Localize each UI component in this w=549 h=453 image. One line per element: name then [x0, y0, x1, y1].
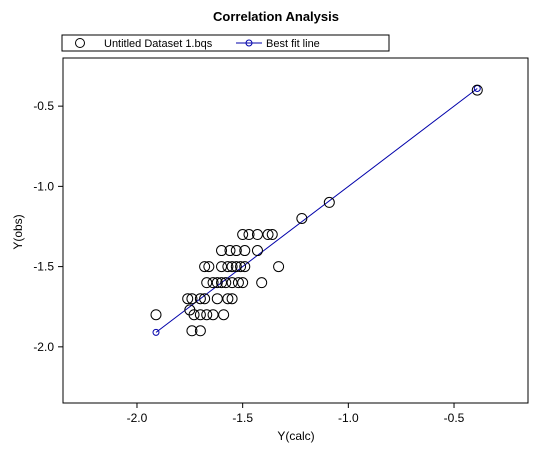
data-point: [207, 277, 219, 289]
y-tick-label: -1.5: [33, 260, 54, 274]
data-point: [239, 261, 251, 273]
data-point: [256, 277, 268, 289]
plot-area: [62, 57, 529, 404]
data-point: [218, 309, 230, 321]
legend: Untitled Dataset 1.bqs Best fit line: [61, 34, 390, 52]
data-point: [182, 293, 194, 305]
data-point: [232, 277, 244, 289]
data-point: [216, 245, 228, 257]
data-point: [211, 277, 223, 289]
legend-marker-dataset: [75, 38, 85, 48]
data-point: [224, 245, 236, 257]
data-point: [226, 293, 238, 305]
scatter-series: [150, 84, 483, 337]
data-point: [194, 325, 206, 337]
data-point: [220, 277, 232, 289]
data-point: [226, 261, 238, 273]
data-point: [266, 229, 278, 241]
data-point: [186, 293, 198, 305]
data-point: [201, 277, 213, 289]
data-point: [216, 261, 228, 273]
y-tick-label: -1.0: [33, 179, 54, 193]
legend-box: [61, 34, 390, 52]
data-point: [262, 229, 274, 241]
data-point: [199, 293, 211, 305]
chart-title: Correlation Analysis: [213, 9, 339, 24]
data-point: [199, 261, 211, 273]
data-point: [230, 261, 242, 273]
x-tick-label: -2.0: [127, 411, 148, 425]
data-point: [323, 196, 335, 208]
data-point: [216, 277, 228, 289]
y-axis-label: Y(obs): [11, 214, 25, 249]
best-fit-endpoint: [152, 328, 160, 336]
data-point: [188, 309, 200, 321]
data-point: [239, 245, 251, 257]
best-fit-line-series: [152, 84, 481, 336]
x-tick-label: -0.5: [444, 411, 465, 425]
legend-label-dataset: Untitled Dataset 1.bqs: [104, 38, 213, 50]
data-point: [235, 261, 247, 273]
data-point: [194, 293, 206, 305]
legend-marker-fit: [245, 39, 253, 47]
legend-label-fit: Best fit line: [266, 38, 320, 50]
y-tick-label: -2.0: [33, 340, 54, 354]
data-point: [237, 229, 249, 241]
data-point: [243, 229, 255, 241]
x-tick-label: -1.0: [338, 411, 359, 425]
data-point: [230, 245, 242, 257]
data-point: [273, 261, 285, 273]
y-tick-label: -0.5: [33, 99, 54, 113]
data-point: [211, 293, 223, 305]
data-point: [203, 261, 215, 273]
data-point: [194, 309, 206, 321]
data-point: [471, 84, 483, 96]
data-point: [186, 325, 198, 337]
y-axis: -0.5 -1.0 -1.5 -2.0: [33, 99, 63, 354]
data-point: [222, 261, 234, 273]
x-axis-label: Y(calc): [277, 429, 314, 443]
data-point: [251, 229, 263, 241]
data-point: [207, 309, 219, 321]
x-axis: -2.0 -1.5 -1.0 -0.5: [127, 403, 465, 425]
data-point: [201, 309, 213, 321]
data-point: [226, 277, 238, 289]
data-point: [237, 277, 249, 289]
data-point: [251, 245, 263, 257]
data-point: [150, 309, 162, 321]
x-tick-label: -1.5: [232, 411, 253, 425]
data-point: [296, 212, 308, 224]
best-fit-line: [155, 88, 478, 333]
data-point: [222, 293, 234, 305]
